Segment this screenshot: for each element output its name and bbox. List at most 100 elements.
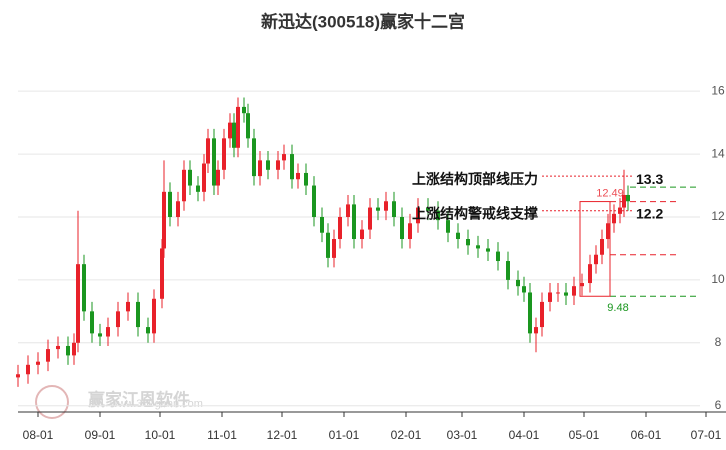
candle-body <box>16 374 20 378</box>
candle-body <box>332 239 336 258</box>
candle-body <box>222 138 226 170</box>
candle-body <box>258 160 262 177</box>
watermark-brand: 赢家江恩软件 <box>88 389 190 409</box>
candle-body <box>282 154 286 161</box>
candle-body <box>168 191 172 217</box>
box-bottom-label: 9.48 <box>607 302 628 314</box>
candle-body <box>182 169 186 202</box>
candle-body <box>106 327 110 337</box>
candle-body <box>290 154 294 180</box>
candle-body <box>548 292 552 302</box>
candle-body <box>400 216 404 240</box>
candle-body <box>540 301 544 328</box>
candle-body <box>312 185 316 217</box>
watermark: 赢家江恩软件 www.360gann.com <box>35 385 203 419</box>
chart-title: 新迅达(300518)赢家十二宫 <box>261 11 465 31</box>
candle-body <box>320 216 324 233</box>
candle-body <box>296 172 300 180</box>
x-tick-label: 04-01 <box>509 428 540 442</box>
x-tick-label: 01-01 <box>329 428 360 442</box>
candle-body <box>126 301 130 312</box>
candle-body <box>162 191 166 249</box>
y-tick-label: 10 <box>711 272 725 286</box>
candle-body <box>346 204 350 217</box>
x-tick-label: 07-01 <box>691 428 722 442</box>
candle-body <box>116 311 120 328</box>
candle-body <box>426 207 430 211</box>
candle-body <box>252 138 256 177</box>
candle-body <box>56 345 60 350</box>
candle-body <box>338 216 342 240</box>
candle-body <box>416 207 420 224</box>
candle-body <box>580 283 584 287</box>
x-tick-label: 12-01 <box>267 428 298 442</box>
candle-body <box>212 138 216 186</box>
candle-body <box>600 239 604 255</box>
x-tick-label: 10-01 <box>145 428 176 442</box>
candle-body <box>556 292 560 294</box>
y-tick-label: 16 <box>711 83 725 97</box>
candle-body <box>152 298 156 334</box>
candle-body <box>392 201 396 217</box>
candle-body <box>196 185 200 192</box>
candle-body <box>456 232 460 240</box>
level-value: 12.2 <box>636 205 663 221</box>
candle-body <box>360 229 364 240</box>
x-tick-label: 09-01 <box>85 428 116 442</box>
candle-body <box>266 160 270 170</box>
level-text: 上涨结构顶部线压力 <box>412 171 538 187</box>
x-tick-label: 05-01 <box>569 428 600 442</box>
candle-body <box>228 122 232 139</box>
structure-box <box>579 201 611 297</box>
candle-body <box>98 333 102 337</box>
candle-body <box>146 327 150 334</box>
y-tick-label: 6 <box>715 398 722 412</box>
candle-body <box>528 292 532 334</box>
candle-body <box>606 223 610 240</box>
candle-body <box>242 106 246 114</box>
candle-body <box>202 163 206 192</box>
candle-body <box>66 345 70 356</box>
candle-body <box>206 138 210 164</box>
candle-body <box>506 261 510 280</box>
level-value: 13.3 <box>636 171 663 187</box>
x-tick-label: 02-01 <box>391 428 422 442</box>
level-text: 上涨结构警戒线支撑 <box>412 205 538 221</box>
candle-body <box>176 201 180 217</box>
watermark-logo <box>35 385 69 419</box>
candle-body <box>564 292 568 296</box>
x-tick-label: 06-01 <box>631 428 662 442</box>
candle-body <box>232 122 236 148</box>
candle-body <box>408 223 412 240</box>
candle-body <box>26 364 30 375</box>
candle-body <box>466 239 470 246</box>
x-tick-label: 08-01 <box>23 428 54 442</box>
candle-body <box>522 286 526 293</box>
candle-body <box>36 361 40 365</box>
candle-body <box>72 342 76 356</box>
candle-body <box>626 194 630 202</box>
candle-body <box>446 220 450 233</box>
candle-body <box>160 248 164 299</box>
candle-body <box>588 264 592 284</box>
x-tick-label: 03-01 <box>447 428 478 442</box>
y-tick-label: 8 <box>715 335 722 349</box>
watermark-site: www.360gann.com <box>109 398 203 410</box>
y-tick-label: 14 <box>711 146 725 160</box>
candle-body <box>46 349 50 362</box>
candle-body <box>368 207 372 230</box>
box-top-label: 12.49 <box>596 187 624 199</box>
candle-body <box>612 213 616 224</box>
candle-body <box>534 327 538 334</box>
candle-body <box>216 169 220 186</box>
candle-body <box>516 279 520 287</box>
candle-body <box>476 245 480 249</box>
candle-body <box>236 106 240 148</box>
candle-body <box>136 301 140 328</box>
candle-body <box>436 210 440 221</box>
candle-body <box>82 264 86 312</box>
candle-body <box>90 311 94 334</box>
candle-body <box>594 254 598 265</box>
candle-body <box>276 160 280 170</box>
